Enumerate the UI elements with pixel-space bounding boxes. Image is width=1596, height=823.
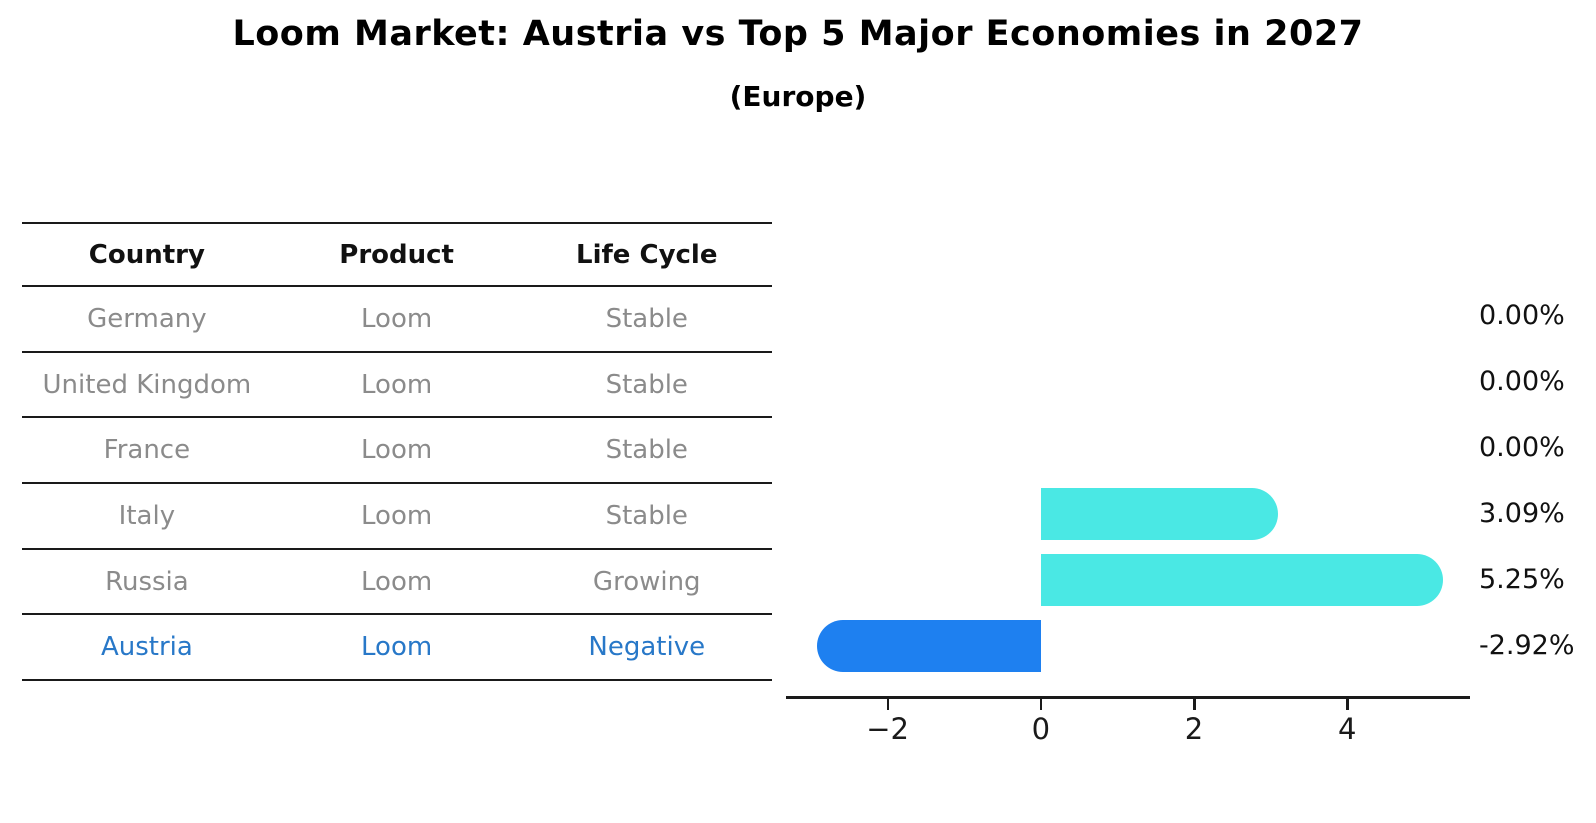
x-tick-label-2: 2 — [1184, 712, 1204, 746]
cell-life-cycle: Growing — [592, 566, 701, 597]
x-axis-line — [786, 696, 1470, 699]
cell-country: France — [103, 435, 191, 466]
x-tick-label-0: 0 — [1031, 712, 1051, 746]
cell-country: Russia — [105, 566, 189, 597]
table-row-france: France Loom Stable — [22, 418, 772, 485]
value-label-russia: 5.25% — [1479, 564, 1565, 595]
cell-product: Loom — [361, 303, 433, 334]
cell-life-cycle: Stable — [605, 303, 688, 334]
cell-country: United Kingdom — [42, 369, 252, 400]
table-row-austria: Austria Loom Negative — [22, 615, 772, 682]
x-tick-label--2: −2 — [866, 712, 909, 746]
cell-country: Italy — [118, 500, 176, 531]
chart-subtitle: (Europe) — [729, 80, 867, 113]
value-label-france: 0.00% — [1479, 432, 1565, 463]
bar-russia — [1040, 554, 1444, 606]
table-row-italy: Italy Loom Stable — [22, 484, 772, 550]
bar-chart-plot-area — [788, 283, 1466, 679]
cell-product: Loom — [361, 566, 433, 597]
cell-life-cycle: Stable — [605, 369, 688, 400]
chart-title: Loom Market: Austria vs Top 5 Major Econ… — [232, 14, 1364, 54]
header-country: Country — [88, 239, 205, 270]
cell-product: Loom — [361, 369, 433, 400]
cell-product: Loom — [361, 435, 433, 466]
table-row-germany: Germany Loom Stable — [22, 287, 772, 353]
cell-product: Loom — [361, 500, 433, 531]
table-header-row: Country Product Life Cycle — [22, 224, 772, 287]
value-label-united-kingdom: 0.00% — [1479, 366, 1565, 397]
header-product: Product — [339, 239, 454, 270]
x-tick-label-4: 4 — [1338, 712, 1357, 746]
bar-austria — [817, 620, 1041, 672]
x-tick-4 — [1346, 699, 1349, 710]
cell-country: Austria — [100, 632, 193, 663]
table-row-united-kingdom: United Kingdom Loom Stable — [22, 353, 772, 419]
cell-life-cycle: Stable — [605, 500, 688, 531]
value-label-germany: 0.00% — [1479, 300, 1565, 331]
bar-italy — [1040, 488, 1278, 540]
cell-life-cycle: Negative — [588, 632, 706, 663]
cell-product: Loom — [361, 632, 433, 663]
table-body: Germany Loom Stable United Kingdom Loom Stabl… — [22, 287, 772, 682]
x-tick--2 — [886, 699, 890, 710]
cell-life-cycle: Stable — [605, 435, 688, 466]
header-lifecycle: Life Cycle — [576, 239, 718, 270]
x-tick-0 — [1039, 699, 1043, 710]
x-tick-2 — [1193, 699, 1196, 710]
country-table: Country Product Life Cycle Germany Loom St… — [22, 222, 772, 682]
value-label-italy: 3.09% — [1479, 498, 1565, 529]
table-row-russia: Russia Loom Growing — [22, 550, 772, 616]
cell-country: Germany — [87, 303, 207, 334]
value-label-austria: -2.92% — [1479, 630, 1575, 661]
